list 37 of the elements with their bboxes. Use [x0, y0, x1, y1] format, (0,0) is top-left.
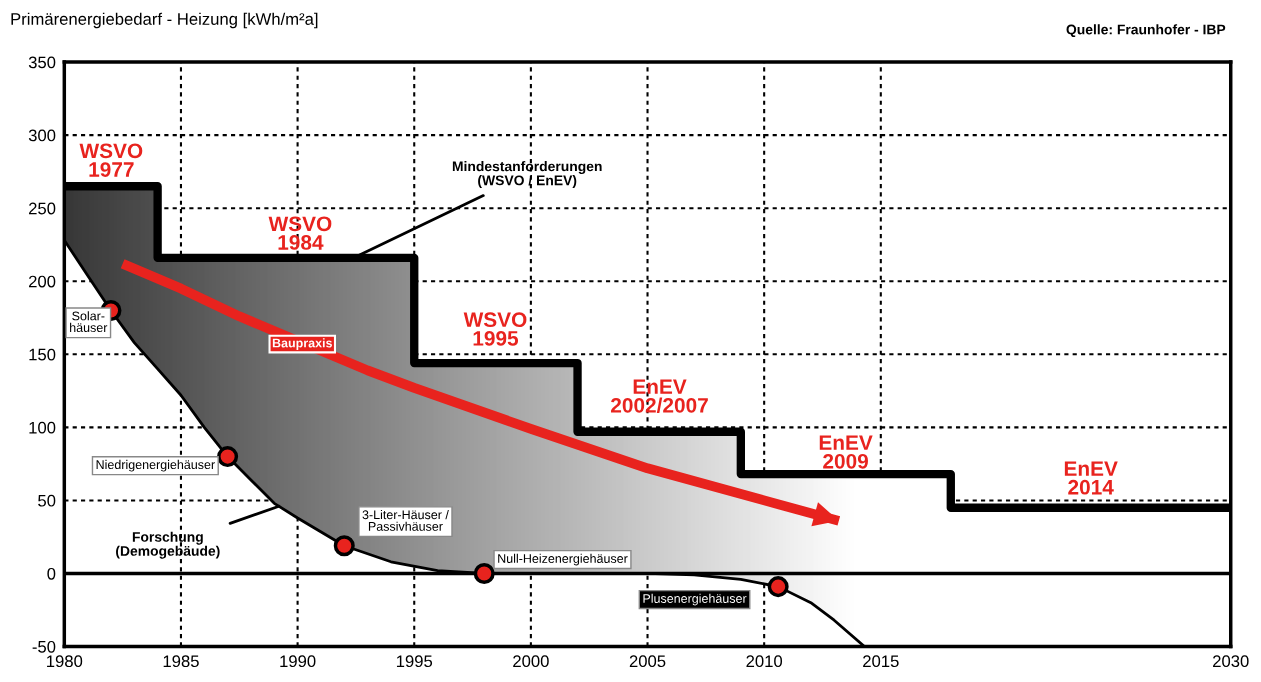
annotation: WSVO 1984 — [268, 216, 332, 250]
annotation: EnEV 2002/2007 — [611, 379, 708, 413]
x-tick-label: 2015 — [863, 655, 899, 668]
x-tick-label: 2005 — [629, 655, 666, 668]
annotation: WSVO 1977 — [79, 143, 143, 177]
y-tick-label: 100 — [29, 421, 56, 434]
annotation: Bauprаxis — [272, 338, 332, 350]
annotation: WSVO 1995 — [463, 312, 527, 346]
y-tick-label: 250 — [29, 202, 56, 215]
x-tick-label: 1985 — [163, 655, 199, 668]
y-tick-label: 350 — [28, 56, 56, 69]
point — [767, 576, 789, 598]
x-tick-label: 1995 — [396, 655, 433, 668]
y-tick-label: 200 — [29, 275, 56, 288]
x-tick-label: 1980 — [47, 655, 83, 668]
chart-title: Primärenergiebedarf - Heizung [kWh/m²a] — [11, 12, 318, 29]
y-tick-label: -50 — [32, 640, 56, 653]
point — [333, 535, 355, 557]
annotation: 3-Liter-Häuser / Passivhäuser — [362, 510, 449, 531]
point — [217, 446, 239, 468]
annotation: Solar- häuser — [70, 311, 108, 333]
x-tick-label: 2000 — [513, 655, 549, 668]
x-tick-label: 1990 — [280, 655, 316, 668]
point — [473, 562, 495, 584]
y-tick-label: 150 — [29, 348, 56, 361]
annotation: EnEV 2014 — [1064, 461, 1118, 495]
annotation: Null-Heizenergiehäuser — [498, 553, 628, 566]
y-tick-label: 300 — [28, 129, 56, 142]
annotation: Plusenergiehäuser — [643, 593, 747, 606]
x-tick-label: 2010 — [746, 655, 783, 668]
annotation: Forschung (Demogebäude) — [116, 531, 220, 559]
y-tick-label: 50 — [38, 494, 56, 507]
annotation: EnEV 2009 — [819, 435, 873, 469]
annotation: Niedrigenergiehäuser — [96, 459, 215, 472]
y-tick-label: 0 — [47, 567, 56, 580]
x-tick-label: 2030 — [1213, 655, 1249, 668]
source-note: Quelle: Fraunhofer - IBP — [1066, 24, 1226, 38]
